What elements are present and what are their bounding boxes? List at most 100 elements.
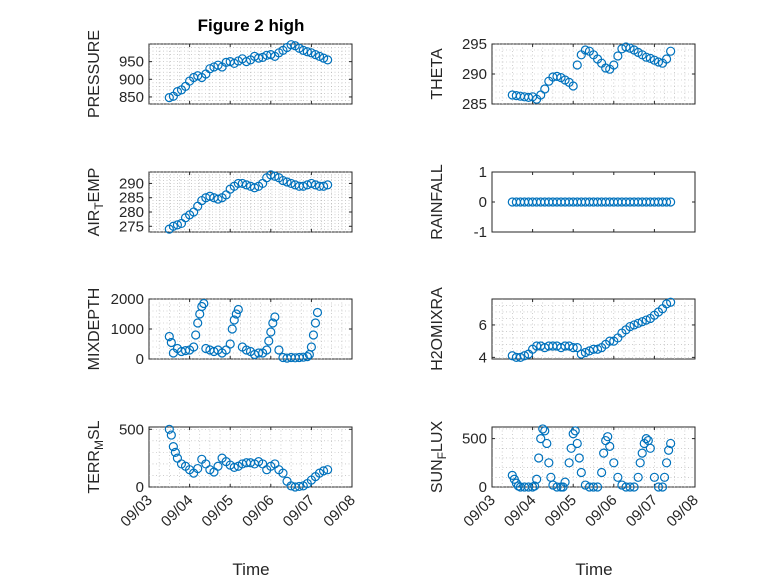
data-point [542, 438, 552, 449]
data-point [649, 55, 660, 65]
data-point [264, 336, 274, 346]
data-point [633, 318, 643, 328]
data-point [205, 191, 215, 201]
data-point [312, 307, 323, 318]
data-point [653, 482, 664, 492]
data-point [536, 434, 546, 444]
data-point [592, 482, 603, 492]
y-axis-label: H2OMIXRA [429, 287, 446, 371]
data-point [568, 81, 578, 91]
data-point [199, 298, 209, 309]
data-point [166, 430, 176, 440]
data-point [298, 181, 308, 191]
data-point [225, 339, 235, 349]
y-tick-label: 285 [119, 190, 144, 207]
data-point [164, 93, 174, 103]
x-tick-label: 09/06 [582, 492, 621, 531]
data-point [266, 170, 276, 180]
data-point [560, 477, 570, 487]
data-point [629, 320, 639, 330]
data-point [649, 472, 660, 482]
data-point [568, 429, 578, 439]
data-point [227, 324, 237, 334]
data-point [254, 348, 264, 358]
data-point [530, 481, 540, 491]
data-point [278, 468, 288, 478]
data-point [193, 318, 203, 328]
data-point [601, 63, 611, 73]
y-axis-label: TERRMSL [86, 420, 106, 493]
data-point [323, 180, 333, 190]
data-point [254, 53, 264, 63]
data-point [603, 432, 613, 442]
data-point [613, 51, 623, 61]
y-axis-label: MIXDEPTH [86, 288, 103, 371]
data-point [266, 327, 276, 337]
x-tick-label: 09/06 [239, 492, 278, 531]
data-point [164, 424, 174, 434]
subplot-terr-msl: 09/03 09/04 09/05 09/06 09/07 09/08 0 500 TERRMS… [86, 420, 359, 530]
data-point [205, 64, 215, 74]
data-point [552, 71, 562, 82]
data-point [664, 445, 674, 455]
data-point [233, 304, 243, 315]
data-point [666, 197, 676, 207]
y-tick-label: 6 [479, 317, 487, 334]
data-point [629, 482, 639, 492]
data-point [229, 462, 239, 472]
y-axis-label: THETA [429, 48, 446, 100]
data-point [318, 466, 329, 476]
subplot-theta: 285 290 295 THETA [429, 36, 696, 113]
data-point [298, 45, 308, 55]
y-tick-label: 0 [479, 479, 487, 496]
x-tick-label: 09/07 [280, 492, 319, 531]
y-tick-label: 1000 [111, 321, 144, 338]
data-point [540, 426, 550, 436]
data-point [201, 343, 211, 354]
data-point [566, 443, 576, 453]
data-point [213, 60, 223, 70]
data-point [609, 60, 619, 70]
data-point [314, 51, 325, 61]
data-point [633, 472, 643, 482]
x-tick-label: 09/04 [158, 492, 197, 531]
y-tick-label: 280 [119, 204, 144, 221]
x-tick-label: 09/07 [623, 492, 662, 531]
x-tick-label: 09/08 [320, 492, 359, 531]
data-point [193, 463, 203, 474]
data-point [572, 60, 582, 70]
data-point [213, 461, 223, 471]
data-point [306, 342, 316, 352]
data-point [310, 318, 321, 328]
y-tick-label: 295 [462, 36, 487, 53]
y-tick-label: 500 [119, 421, 144, 438]
data-point [613, 472, 623, 482]
data-point [645, 53, 655, 64]
data-point [625, 482, 635, 492]
data-point [666, 438, 676, 449]
x-tick-label: 09/05 [541, 492, 580, 531]
y-axis-label: PRESSURE [86, 30, 103, 118]
x-tick-label: 09/08 [663, 492, 702, 531]
data-point [544, 458, 554, 468]
data-point [268, 318, 278, 328]
data-point [189, 342, 199, 352]
data-point [659, 472, 670, 482]
y-tick-label: 900 [119, 71, 144, 88]
data-point [241, 180, 252, 190]
data-point [306, 178, 316, 189]
data-point [164, 331, 174, 342]
y-tick-label: 0 [136, 351, 144, 368]
data-point [661, 299, 672, 309]
y-tick-label: 285 [462, 96, 487, 113]
x-tick-label: 09/05 [198, 492, 237, 531]
data-point [621, 42, 631, 52]
data-point [661, 197, 672, 207]
data-point [249, 183, 260, 193]
data-point [666, 46, 676, 56]
data-point [641, 315, 651, 325]
data-point [568, 343, 578, 353]
data-point [666, 297, 676, 307]
data-point [262, 345, 272, 355]
